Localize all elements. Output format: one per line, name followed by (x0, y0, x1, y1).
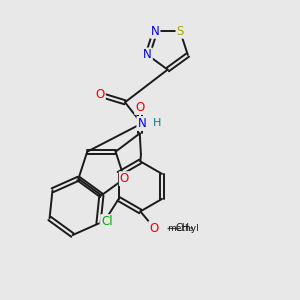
Text: N: N (143, 49, 152, 62)
Text: Cl: Cl (101, 215, 113, 228)
Text: H: H (153, 118, 161, 128)
Text: N: N (151, 25, 160, 38)
Text: S: S (176, 25, 184, 38)
Text: CH₃: CH₃ (175, 223, 193, 233)
Text: —: — (166, 223, 176, 233)
Text: O: O (120, 172, 129, 185)
Text: O: O (96, 88, 105, 100)
Text: N: N (137, 117, 146, 130)
Text: O: O (135, 101, 144, 114)
Text: methyl: methyl (167, 224, 199, 233)
Text: O: O (149, 222, 158, 235)
